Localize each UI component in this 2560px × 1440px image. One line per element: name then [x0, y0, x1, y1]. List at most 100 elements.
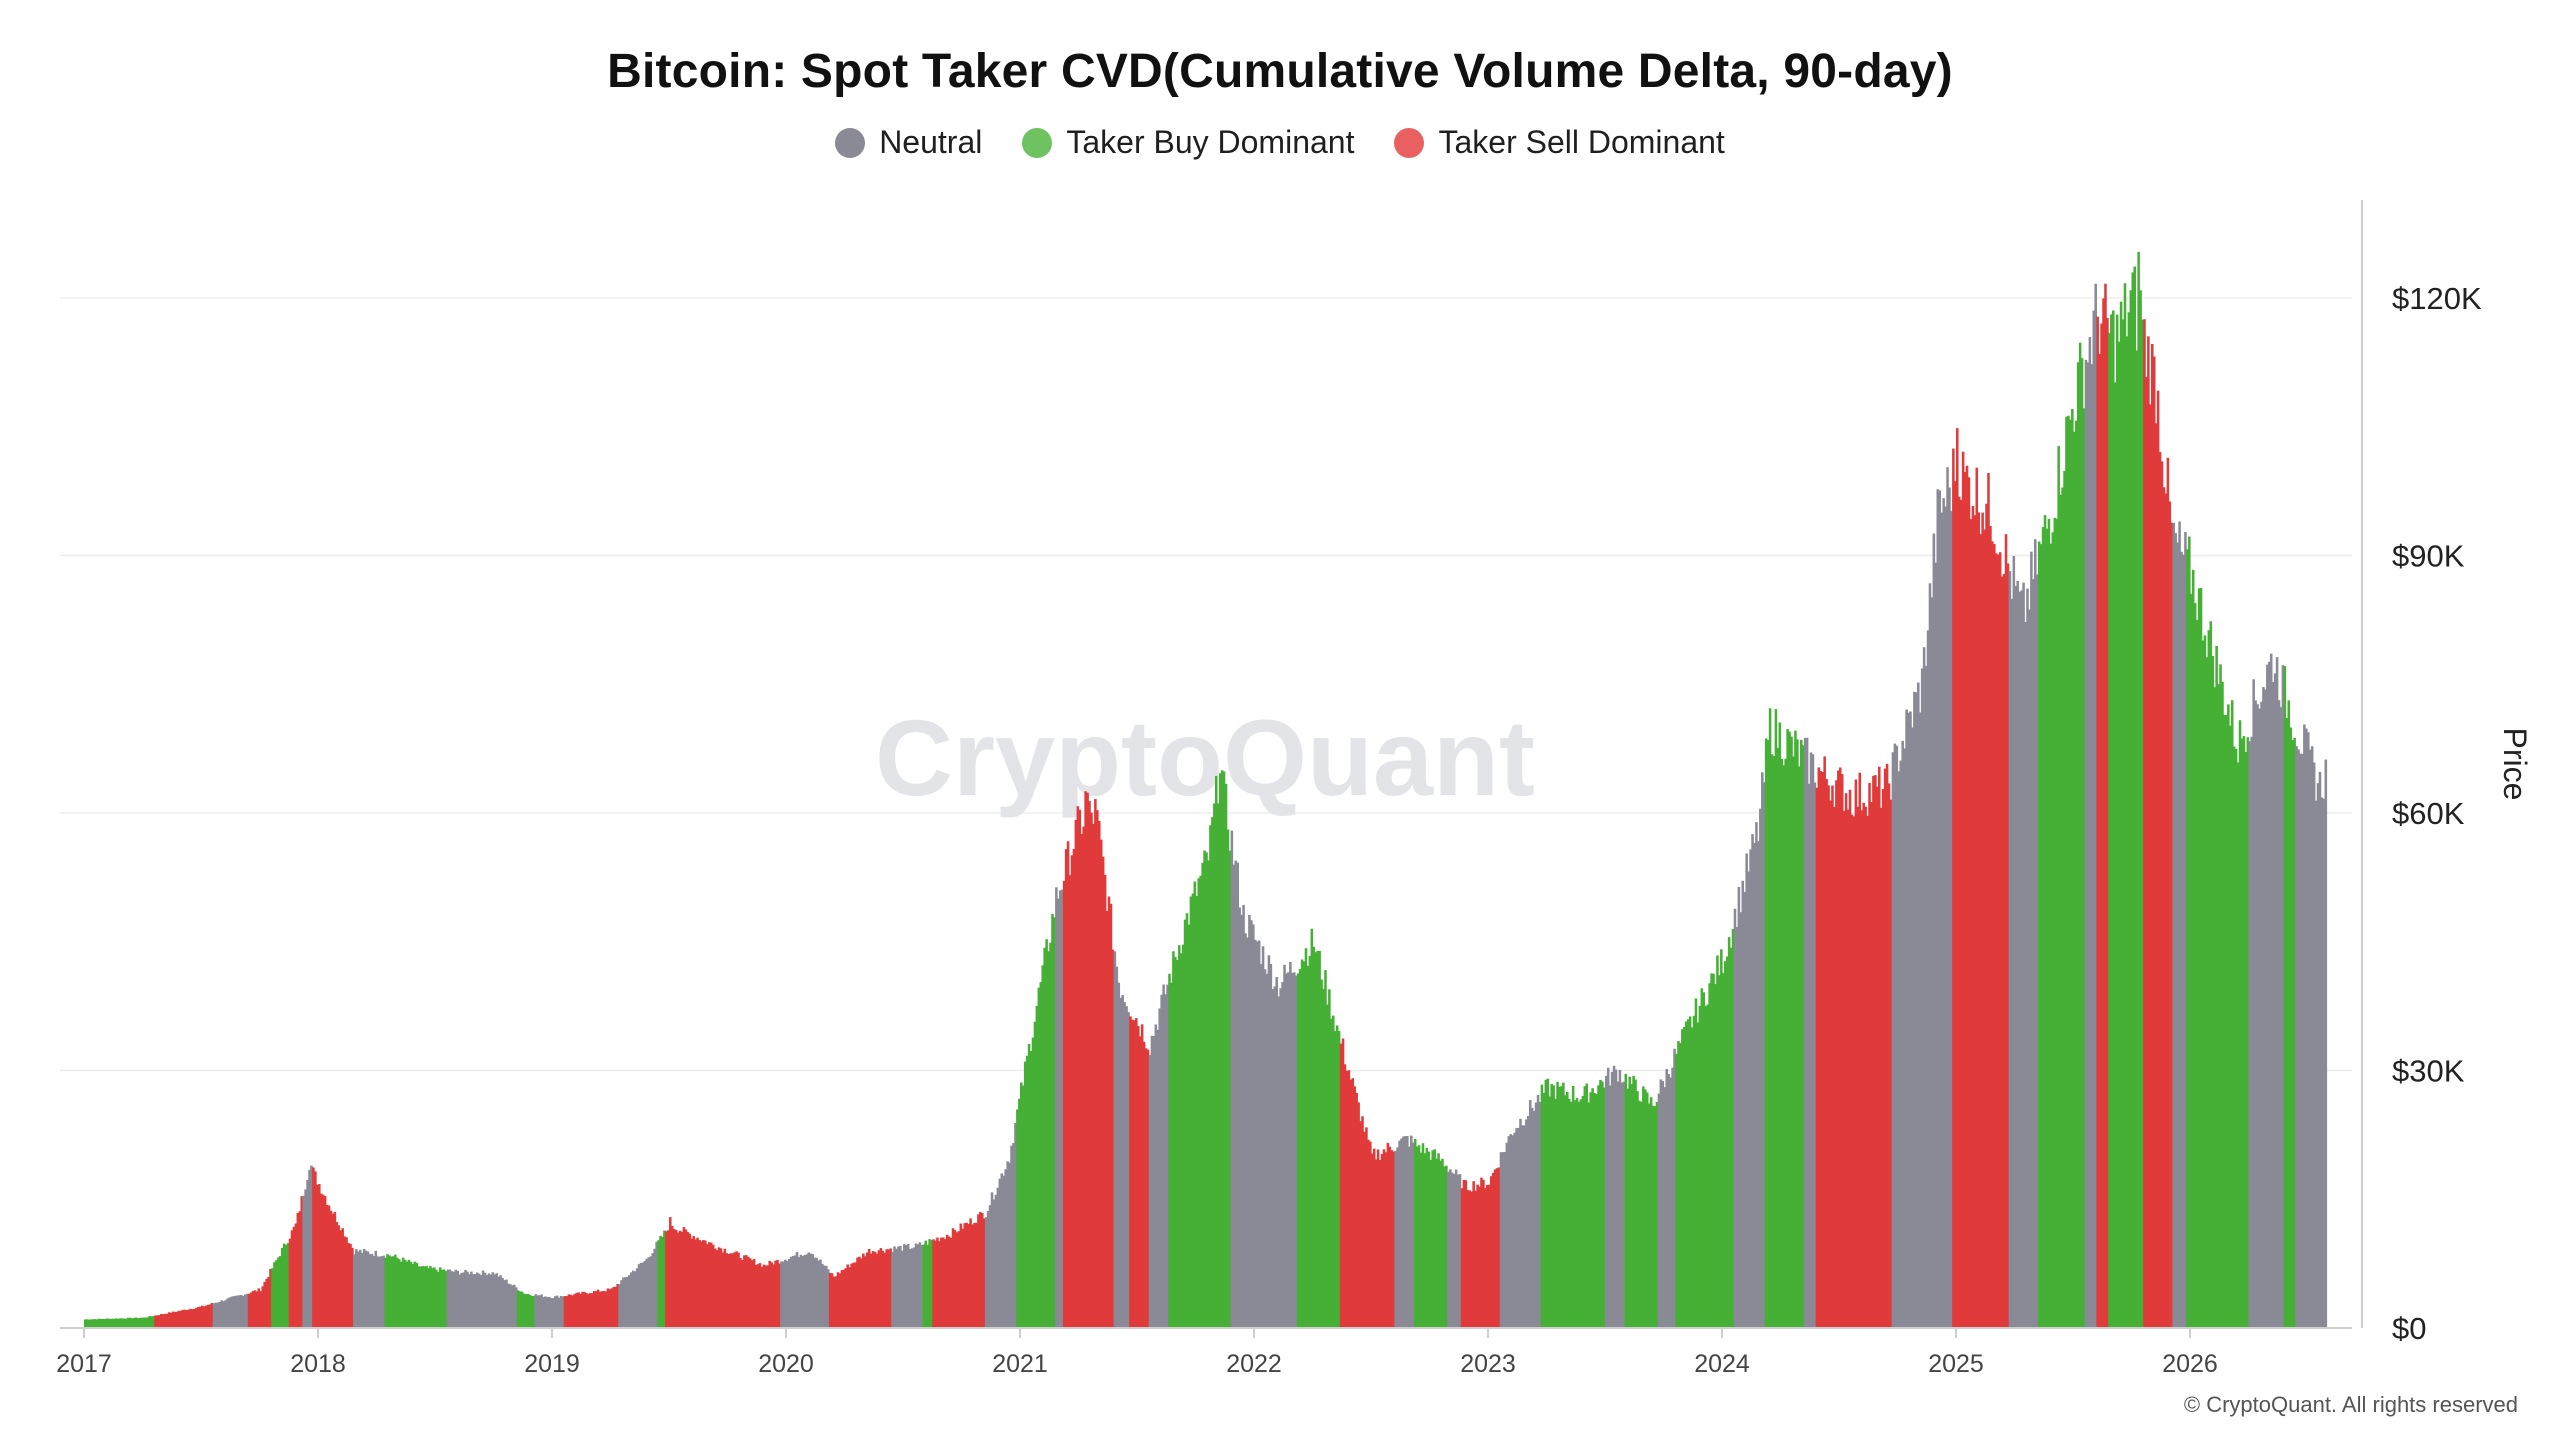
cvd-bar [1991, 541, 1994, 1328]
cvd-bar [799, 1254, 803, 1328]
cvd-bar [362, 1249, 366, 1328]
cvd-bar [856, 1257, 859, 1328]
cvd-bar [1103, 874, 1107, 1328]
cvd-bar [1345, 1070, 1349, 1328]
cvd-bar [631, 1270, 635, 1328]
cvd-bar [119, 1318, 122, 1328]
cvd-bar [756, 1264, 760, 1328]
cvd-bar [846, 1264, 849, 1328]
legend-item-neutral[interactable]: Neutral [835, 124, 982, 161]
cvd-bar [228, 1297, 231, 1328]
cvd-bar [1749, 849, 1752, 1328]
cvd-bar [1924, 665, 1928, 1328]
cvd-bar [1390, 1150, 1394, 1328]
cvd-bar [245, 1293, 249, 1328]
cvd-bar [1216, 803, 1220, 1328]
cvd-bar [150, 1316, 153, 1328]
cvd-bar [2240, 738, 2244, 1328]
cvd-bar [435, 1269, 438, 1328]
cvd-bar [897, 1246, 900, 1328]
cvd-bar [1201, 862, 1204, 1328]
cvd-bar [1441, 1158, 1444, 1328]
cvd-bar [610, 1288, 614, 1328]
cvd-bar [183, 1309, 186, 1328]
cvd-bar [1082, 826, 1085, 1328]
cvd-bar [1585, 1083, 1589, 1328]
cvd-bar [1187, 924, 1191, 1328]
cvd-bar [1059, 890, 1062, 1328]
cvd-bar [204, 1305, 208, 1328]
cvd-bar [807, 1252, 810, 1328]
cvd-bar [713, 1248, 717, 1328]
cvd-bar [552, 1298, 555, 1328]
cvd-bar [171, 1311, 175, 1328]
cvd-bar [918, 1242, 922, 1328]
cvd-bar [1400, 1138, 1403, 1328]
cvd-bar [2035, 574, 2039, 1328]
cvd-bar [1476, 1184, 1479, 1328]
cvd-bar [1197, 878, 1200, 1328]
cvd-bar [1778, 722, 1782, 1328]
cvd-bar [2219, 664, 2222, 1328]
cvd-bar [2248, 741, 2252, 1328]
cvd-bar [982, 1218, 986, 1328]
cvd-bar [1679, 1042, 1682, 1328]
cvd-bar [1314, 952, 1317, 1328]
cvd-bar [440, 1269, 444, 1328]
cvd-bar [1033, 1021, 1037, 1328]
cvd-bar [1166, 984, 1169, 1328]
cvd-bar [2123, 283, 2127, 1329]
cvd-bar [1926, 630, 1930, 1328]
cvd-bar [1961, 451, 1965, 1328]
cvd-bar [1975, 467, 1979, 1328]
cvd-bar [1720, 949, 1723, 1328]
cvd-bar [1683, 1026, 1686, 1328]
cvd-bar [1917, 682, 1920, 1328]
cvd-bar [333, 1212, 337, 1328]
cvd-bar [1620, 1082, 1624, 1328]
cvd-bar [1626, 1088, 1629, 1328]
cvd-bar [1829, 800, 1832, 1328]
cvd-bar [1238, 907, 1241, 1328]
legend-item-taker-buy[interactable]: Taker Buy Dominant [1022, 124, 1354, 161]
cvd-bar [1624, 1073, 1628, 1328]
cvd-bar [1053, 917, 1056, 1328]
cvd-bar [1392, 1151, 1395, 1328]
cvd-bar [1581, 1095, 1585, 1328]
cvd-bar [1511, 1135, 1514, 1328]
cvd-bar [1642, 1086, 1645, 1328]
cvd-bar [1367, 1139, 1370, 1328]
cvd-bar [1014, 1122, 1017, 1328]
cvd-bar [1801, 745, 1805, 1328]
legend-item-taker-sell[interactable]: Taker Sell Dominant [1394, 124, 1725, 161]
cvd-bar [308, 1169, 311, 1328]
cvd-bar [1770, 754, 1774, 1328]
cvd-bar [680, 1231, 684, 1328]
cvd-bar [1872, 775, 1875, 1328]
cvd-bar [253, 1290, 257, 1328]
cvd-bar [191, 1309, 194, 1328]
cvd-bar [1891, 752, 1895, 1328]
cvd-bar [684, 1229, 688, 1328]
cvd-bar [1564, 1095, 1567, 1328]
legend: Neutral Taker Buy Dominant Taker Sell Do… [0, 124, 2560, 161]
cvd-bar [220, 1300, 224, 1328]
cvd-bar [2190, 593, 2193, 1328]
cvd-bar [2268, 661, 2271, 1328]
cvd-bar [838, 1273, 842, 1328]
cvd-bar [1842, 811, 1846, 1328]
cvd-bar [573, 1293, 576, 1328]
x-tick-label: 2022 [1226, 1350, 1282, 1378]
cvd-bar [1766, 740, 1770, 1328]
cvd-bar [1415, 1146, 1419, 1328]
cvd-bar [1614, 1069, 1618, 1328]
cvd-bar [241, 1295, 245, 1328]
cvd-bar [764, 1265, 768, 1328]
cvd-bar [267, 1277, 270, 1328]
cvd-bar [407, 1259, 411, 1328]
cvd-bar [1349, 1079, 1353, 1328]
cvd-bar [2223, 715, 2226, 1328]
cvd-bar [2090, 364, 2094, 1328]
cvd-bar [2258, 708, 2261, 1328]
